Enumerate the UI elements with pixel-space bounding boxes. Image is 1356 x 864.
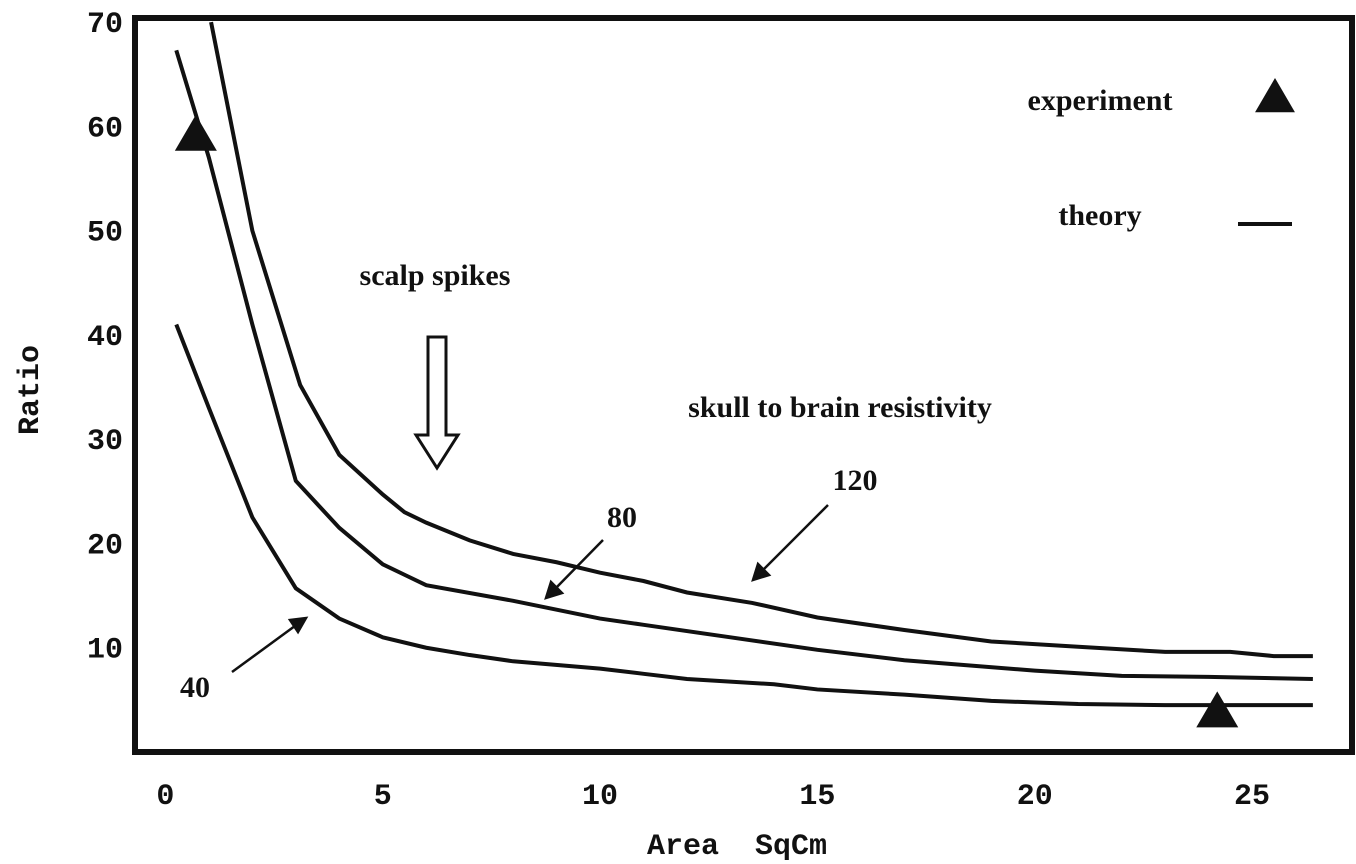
x-tick-label: 10 — [582, 780, 618, 814]
theory-line — [174, 323, 1313, 708]
series-label: 80 — [607, 501, 637, 534]
pointer-arrows — [231, 504, 829, 674]
experiment-point — [174, 114, 217, 151]
x-tick-label: 15 — [799, 780, 835, 814]
theory-line — [209, 21, 1313, 659]
x-tick-label: 20 — [1017, 780, 1053, 814]
plot-frame — [132, 15, 1355, 755]
x-tick-label: 5 — [374, 780, 392, 814]
series-label: 120 — [833, 464, 878, 497]
legend-label: experiment — [1028, 84, 1173, 117]
x-axis-label: Area SqCm — [647, 830, 827, 864]
x-tick-label: 0 — [156, 780, 174, 814]
annotation: scalp spikes — [360, 259, 511, 292]
y-tick-label: 70 — [87, 8, 123, 42]
experiment-point — [1196, 691, 1239, 728]
x-tick-label: 25 — [1234, 780, 1270, 814]
annotation: skull to brain resistivity — [688, 391, 992, 424]
y-tick-label: 10 — [87, 634, 123, 668]
series-label: 40 — [180, 671, 210, 704]
legend-label: theory — [1058, 199, 1141, 232]
legend-marker — [1255, 78, 1295, 113]
y-tick-label: 40 — [87, 321, 123, 355]
hollow-arrow — [413, 335, 461, 471]
y-tick-label: 30 — [87, 425, 123, 459]
theory-line — [174, 49, 1313, 682]
y-tick-label: 50 — [87, 217, 123, 251]
y-tick-label: 60 — [87, 112, 123, 146]
y-axis-label: Ratio — [14, 345, 48, 435]
y-tick-label: 20 — [87, 529, 123, 563]
